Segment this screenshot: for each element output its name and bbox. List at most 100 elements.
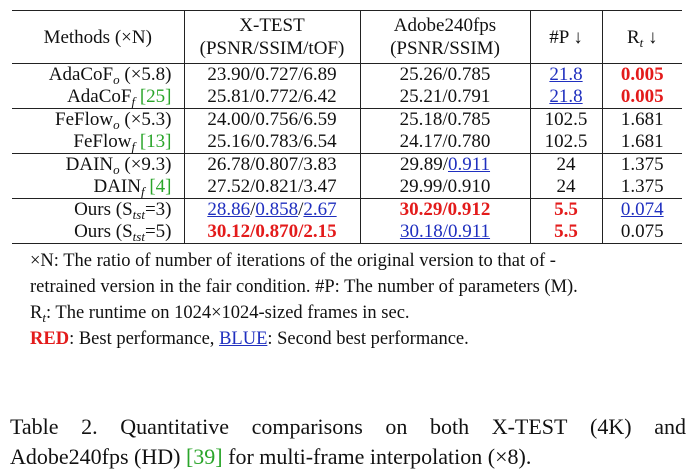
params-cell: 21.8	[530, 86, 603, 109]
header-runtime-sub: t	[639, 34, 644, 50]
header-runtime: Rt ↓	[602, 10, 682, 64]
method-name: Ours (S	[74, 221, 133, 242]
method-cell: FeFlowf [13]	[12, 131, 185, 154]
header-params: #P ↓	[530, 10, 603, 64]
adobe-cell: 25.18/0.785	[360, 108, 531, 131]
method-subscript: f	[131, 139, 136, 154]
runtime-cell-value: 0.075	[620, 221, 664, 242]
caption-word: 2.	[81, 414, 98, 439]
adobe-cell: 29.99/0.910	[360, 176, 531, 199]
method-subscript: tst	[132, 229, 145, 244]
legend-blue-text: : Second best performance.	[267, 329, 469, 349]
table-row: FeFlowo (×5.3) 24.00/0.756/6.59 25.18/0.78…	[12, 108, 682, 132]
runtime-cell-value: 0.005	[620, 86, 664, 107]
method-cell: DAINf [4]	[12, 176, 185, 199]
header-adobe: Adobe240fps (PSNR/SSIM)	[360, 10, 531, 64]
xtest-cell: 25.16/0.783/6.54	[184, 131, 361, 154]
params-cell-value: 5.5	[554, 221, 578, 242]
method-name: DAIN	[93, 176, 141, 197]
method-name: AdaCoF	[48, 64, 114, 85]
header-xtest-title: X-TEST	[239, 15, 305, 36]
note-runtime-r: R	[30, 303, 43, 323]
adobe-cell-value: 25.21/0.791	[399, 86, 491, 107]
legend-red-label: RED	[30, 329, 70, 349]
xtest-cell: 24.00/0.756/6.59	[184, 108, 361, 131]
runtime-cell-value: 0.005	[620, 64, 664, 85]
table-row: FeFlowf [13] 25.16/0.783/6.54 24.17/0.780 1…	[12, 131, 682, 154]
header-runtime-arrow: ↓	[643, 26, 658, 48]
method-cell: AdaCoFf [25]	[12, 86, 185, 109]
method-suffix: (×5.8)	[119, 64, 172, 85]
runtime-cell: 1.375	[602, 153, 682, 176]
xtest-cell-value: 24.00/0.756/6.59	[207, 109, 337, 130]
runtime-cell: 1.681	[602, 131, 682, 154]
note-runtime: Rt: The runtime on 1024×1024-sized frame…	[30, 300, 682, 326]
note-runtime-sub: t	[42, 310, 46, 325]
note-legend: RED: Best performance, BLUE: Second best…	[30, 326, 682, 352]
table-row: Ours (Stst=3) 28.86/0.858/2.67 30.29/0.912…	[12, 198, 682, 221]
method-subscript: o	[113, 72, 120, 87]
xtest-cell-value: /	[250, 199, 256, 220]
adobe-cell: 29.89/0.911	[360, 153, 531, 176]
xtest-cell-value: 23.90/0.727/6.89	[207, 64, 337, 85]
table-notes: ×N: The ratio of number of iterations of…	[12, 248, 682, 352]
runtime-cell: 0.005	[602, 86, 682, 109]
method-name: Ours (S	[74, 199, 133, 220]
method-cell: Ours (Stst=5)	[12, 221, 185, 244]
method-subscript: f	[131, 94, 136, 109]
method-subscript: f	[140, 184, 145, 199]
method-cell: FeFlowo (×5.3)	[12, 108, 185, 132]
runtime-cell-value: 1.375	[620, 176, 664, 197]
method-suffix: =3)	[144, 199, 172, 220]
xtest-cell-value: 25.16/0.783/6.54	[207, 131, 337, 152]
adobe-cell-value: 30.18/0.911	[399, 221, 491, 242]
method-subscript: o	[113, 162, 120, 177]
method-subscript: o	[113, 117, 120, 132]
xtest-cell: 26.78/0.807/3.83	[184, 153, 361, 176]
table-row: Ours (Stst=5) 30.12/0.870/2.15 30.18/0.911…	[12, 221, 682, 244]
table-row: AdaCoFf [25] 25.81/0.772/6.42 25.21/0.791 2…	[12, 86, 682, 109]
note-xn: ×N: The ratio of number of iterations of…	[30, 251, 556, 271]
xtest-cell-value: 30.12/0.870/2.15	[207, 221, 337, 242]
caption-word: both	[429, 414, 470, 439]
method-cell: Ours (Stst=3)	[12, 198, 185, 221]
xtest-cell-value: 26.78/0.807/3.83	[207, 154, 337, 175]
xtest-cell: 27.52/0.821/3.47	[184, 176, 361, 199]
runtime-cell: 1.681	[602, 108, 682, 131]
method-citation: [25]	[139, 86, 172, 107]
caption-line-2-start: Adobe240fps (HD)	[10, 444, 186, 469]
params-cell-value: 21.8	[549, 64, 583, 85]
xtest-cell-value: 27.52/0.821/3.47	[207, 176, 337, 197]
params-cell: 102.5	[530, 108, 603, 131]
method-cell: DAINo (×9.3)	[12, 153, 185, 177]
adobe-cell-value: 29.89/	[399, 154, 448, 175]
method-cell: AdaCoFo (×5.8)	[12, 63, 185, 87]
table-group: Ours (Stst=3) 28.86/0.858/2.67 30.29/0.912…	[12, 198, 682, 244]
note-params: retrained version in the fair condition.…	[30, 277, 578, 297]
method-citation: [13]	[139, 131, 172, 152]
caption-word: Table	[10, 414, 59, 439]
method-name: FeFlow	[55, 109, 114, 130]
header-xtest-metrics: (PSNR/SSIM/tOF)	[199, 38, 345, 59]
runtime-cell: 1.375	[602, 176, 682, 199]
xtest-cell-value: /	[298, 199, 304, 220]
params-cell-value: 102.5	[544, 109, 588, 130]
xtest-cell-value: 25.81/0.772/6.42	[207, 86, 337, 107]
caption-word: comparisons	[251, 414, 363, 439]
adobe-cell: 25.21/0.791	[360, 86, 531, 109]
runtime-cell-value: 1.681	[620, 131, 664, 152]
results-table-wrapper: Methods (×N) X-TEST (PSNR/SSIM/tOF) Adob…	[12, 10, 682, 352]
runtime-cell-value: 0.074	[620, 199, 664, 220]
params-cell: 21.8	[530, 63, 603, 86]
params-cell-value: 21.8	[549, 86, 583, 107]
caption-word: on	[385, 414, 408, 439]
adobe-cell: 25.26/0.785	[360, 63, 531, 86]
xtest-cell: 25.81/0.772/6.42	[184, 86, 361, 109]
params-cell: 5.5	[530, 198, 603, 221]
params-cell: 24	[530, 176, 603, 199]
runtime-cell: 0.005	[602, 63, 682, 86]
header-methods: Methods (×N)	[12, 10, 185, 64]
header-adobe-title: Adobe240fps	[393, 15, 497, 36]
caption-line-2-end: for multi-frame interpolation (×8).	[222, 444, 532, 469]
table-row: DAINo (×9.3) 26.78/0.807/3.83 29.89/0.911 2…	[12, 153, 682, 177]
